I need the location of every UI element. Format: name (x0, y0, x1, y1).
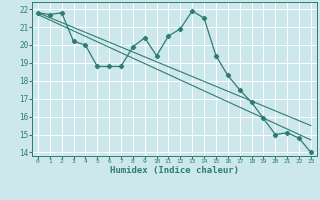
X-axis label: Humidex (Indice chaleur): Humidex (Indice chaleur) (110, 166, 239, 175)
